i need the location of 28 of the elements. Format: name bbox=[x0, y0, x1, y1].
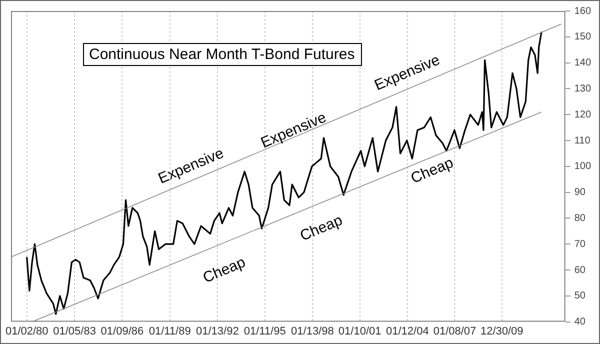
y-tick-label: 40 bbox=[574, 316, 586, 328]
x-tick-label: 01/09/86 bbox=[100, 325, 144, 338]
y-tick-label: 130 bbox=[574, 83, 592, 94]
x-tick-label: 01/13/98 bbox=[291, 325, 334, 338]
y-tick-label: 60 bbox=[574, 264, 586, 276]
x-tick-label: 01/08/07 bbox=[433, 325, 476, 338]
annotation: Cheap bbox=[298, 212, 345, 245]
y-tick-label: 80 bbox=[574, 212, 586, 224]
x-tick-label: 01/11/95 bbox=[244, 325, 286, 338]
annotation: Cheap bbox=[200, 254, 248, 287]
y-tick-label: 150 bbox=[574, 32, 592, 43]
y-tick-label: 100 bbox=[574, 161, 592, 172]
y-tick-label: 160 bbox=[574, 6, 592, 17]
x-tick-label: 01/12/04 bbox=[386, 325, 429, 338]
y-tick-label: 110 bbox=[574, 135, 591, 146]
y-tick-label: 140 bbox=[574, 58, 592, 69]
annotation: Cheap bbox=[408, 154, 456, 188]
x-tick-label: 01/02/80 bbox=[5, 325, 48, 338]
y-tick-label: 70 bbox=[574, 238, 586, 250]
y-tick-label: 90 bbox=[574, 187, 586, 198]
y-tick-label: 120 bbox=[574, 109, 592, 120]
x-tick-label: 01/11/89 bbox=[148, 325, 191, 338]
x-tick-label: 01/13/92 bbox=[196, 325, 239, 338]
y-tick-label: 50 bbox=[574, 290, 586, 302]
text: Continuous Near Month T-Bond Futures bbox=[89, 46, 355, 64]
x-tick-label: 01/05/83 bbox=[53, 325, 96, 338]
x-tick-label: 12/30/09 bbox=[480, 325, 524, 338]
x-tick-label: 01/10/01 bbox=[338, 325, 382, 338]
